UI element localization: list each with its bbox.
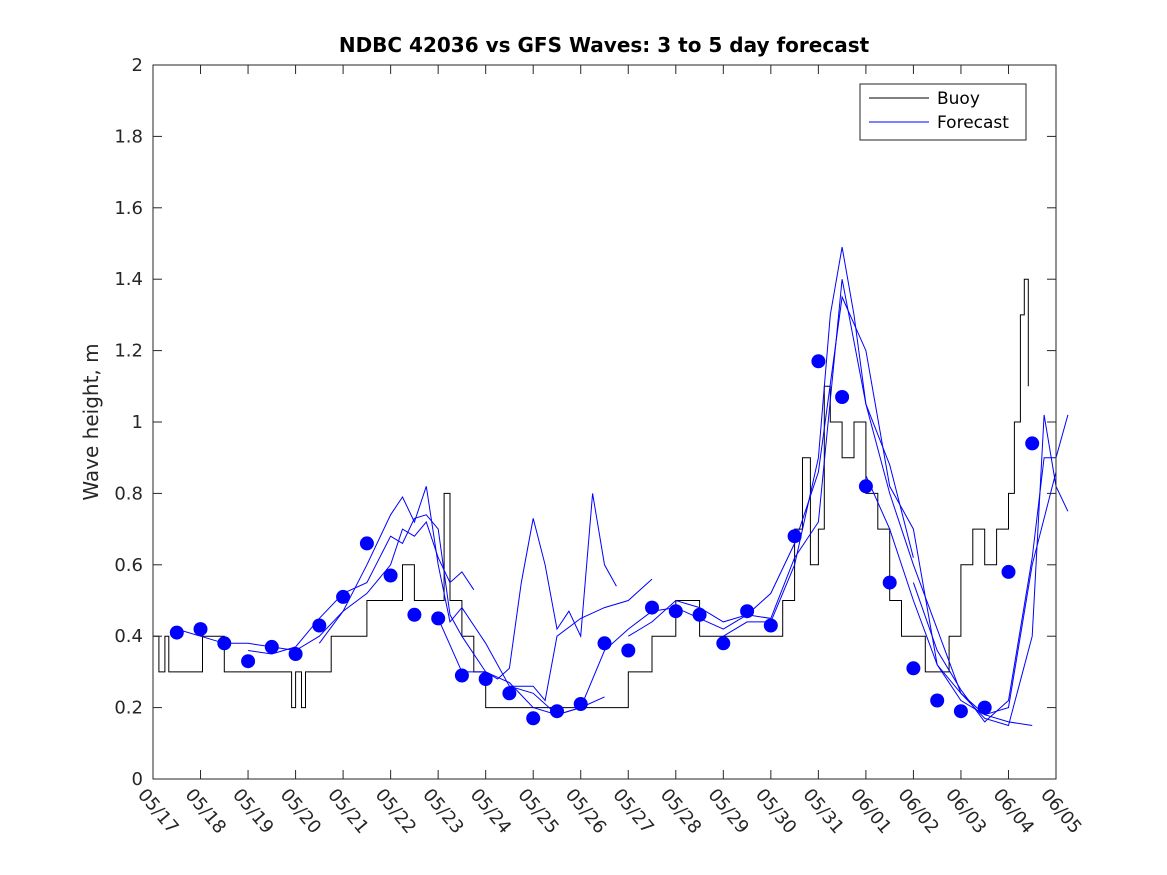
- forecast-marker: [359, 536, 374, 551]
- forecast-marker: [526, 711, 541, 726]
- forecast-marker: [454, 668, 469, 683]
- axis-ticks: 00.20.40.60.811.21.41.61.8205/1705/1805/…: [114, 55, 1085, 838]
- x-tick-label: 05/26: [561, 785, 610, 838]
- x-tick-label: 06/03: [941, 785, 990, 838]
- x-tick-label: 06/01: [846, 785, 895, 838]
- forecast-marker: [953, 704, 968, 719]
- forecast-marker: [763, 618, 778, 633]
- x-tick-label: 05/21: [323, 785, 372, 838]
- x-tick-label: 05/19: [228, 785, 277, 838]
- x-tick-label: 05/17: [133, 785, 182, 838]
- forecast-marker: [502, 686, 517, 701]
- forecast-marker: [550, 704, 564, 719]
- forecast-marker: [716, 636, 731, 651]
- x-tick-label: 05/27: [608, 785, 657, 838]
- y-tick-label: 0.8: [114, 483, 143, 504]
- forecast-marker: [977, 700, 992, 715]
- forecast-marker: [264, 639, 279, 654]
- y-tick-label: 0.6: [114, 555, 143, 576]
- x-tick-label: 05/20: [276, 785, 325, 838]
- forecast-marker: [193, 622, 208, 637]
- forecast-marker: [882, 575, 897, 590]
- x-tick-label: 06/02: [894, 785, 943, 838]
- forecast-marker: [597, 636, 612, 651]
- buoy-series-line: [153, 278, 1029, 709]
- forecast-line-1: [176, 520, 475, 652]
- forecast-marker: [407, 607, 422, 622]
- forecast-marker: [668, 604, 683, 619]
- forecast-marker: [1001, 564, 1016, 579]
- forecast-marker: [573, 697, 588, 711]
- forecast-line-6: [628, 295, 1057, 716]
- legend-label-forecast: Forecast: [937, 113, 1009, 133]
- forecast-marker: [431, 611, 446, 626]
- forecast-marker: [930, 693, 945, 708]
- y-tick-label: 1.8: [114, 126, 143, 147]
- x-tick-label: 05/30: [751, 785, 800, 838]
- y-tick-label: 0.2: [114, 698, 143, 719]
- forecast-line-4: [437, 493, 617, 680]
- legend-label-buoy: Buoy: [937, 89, 980, 109]
- forecast-line-8: [865, 414, 1069, 727]
- forecast-marker: [645, 600, 659, 615]
- forecast-line-7: [723, 247, 1033, 726]
- forecast-marker: [621, 643, 636, 658]
- legend: Buoy Forecast: [859, 83, 1027, 141]
- forecast-marker: [336, 589, 351, 604]
- y-tick-label: 1.2: [114, 341, 143, 362]
- forecast-line-5: [509, 279, 914, 716]
- forecast-marker: [288, 647, 303, 661]
- forecast-marker: [906, 661, 921, 676]
- x-tick-label: 05/22: [371, 785, 420, 838]
- forecast-marker: [478, 672, 493, 686]
- forecast-marker: [740, 604, 755, 619]
- forecast-marker: [811, 354, 826, 369]
- x-tick-label: 05/29: [703, 785, 752, 838]
- legend-box: [859, 83, 1027, 141]
- forecast-marker: [787, 529, 802, 544]
- x-tick-label: 05/25: [513, 785, 562, 838]
- forecast-marker: [241, 654, 256, 669]
- y-tick-label: 0: [132, 769, 143, 790]
- forecast-marker: [1025, 436, 1040, 451]
- x-tick-label: 05/18: [181, 785, 230, 838]
- x-tick-label: 05/31: [799, 785, 848, 838]
- forecast-marker: [169, 625, 184, 640]
- x-tick-label: 05/28: [656, 785, 705, 838]
- y-tick-label: 2: [132, 55, 143, 76]
- forecast-marker: [312, 618, 327, 633]
- y-tick-label: 1: [132, 412, 143, 433]
- x-tick-label: 05/23: [418, 785, 467, 838]
- forecast-marker: [692, 607, 707, 622]
- x-tick-label: 05/24: [466, 785, 515, 838]
- y-tick-label: 1.4: [114, 269, 143, 290]
- forecast-line-2: [248, 514, 605, 716]
- x-tick-label: 06/05: [1036, 785, 1085, 838]
- forecast-marker: [217, 636, 232, 651]
- y-axis-label: Wave height, m: [79, 343, 103, 500]
- plot-series: [153, 247, 1069, 727]
- forecast-marker: [835, 390, 850, 404]
- forecast-line-9: [912, 414, 1069, 723]
- y-tick-label: 1.6: [114, 198, 143, 219]
- forecast-marker: [858, 479, 873, 494]
- forecast-line-3: [318, 486, 653, 702]
- y-tick-label: 0.4: [114, 626, 143, 647]
- chart-title: NDBC 42036 vs GFS Waves: 3 to 5 day fore…: [339, 33, 870, 57]
- x-tick-label: 06/04: [989, 785, 1038, 838]
- forecast-marker: [383, 568, 398, 583]
